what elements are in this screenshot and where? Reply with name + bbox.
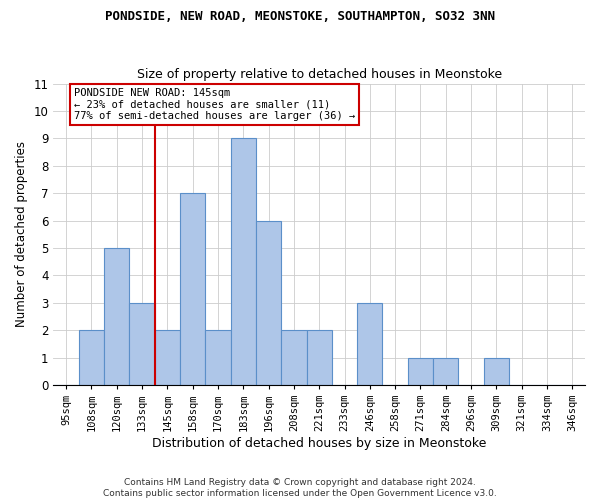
Bar [256,220,281,385]
Bar [205,330,230,385]
Bar [408,358,433,385]
Bar [230,138,256,385]
Text: PONDSIDE NEW ROAD: 145sqm
← 23% of detached houses are smaller (11)
77% of semi-: PONDSIDE NEW ROAD: 145sqm ← 23% of detac… [74,88,355,121]
Bar [104,248,130,385]
Text: PONDSIDE, NEW ROAD, MEONSTOKE, SOUTHAMPTON, SO32 3NN: PONDSIDE, NEW ROAD, MEONSTOKE, SOUTHAMPT… [105,10,495,23]
Bar [433,358,458,385]
Bar [180,193,205,385]
Bar [357,302,382,385]
Bar [130,302,155,385]
Title: Size of property relative to detached houses in Meonstoke: Size of property relative to detached ho… [137,68,502,81]
Bar [79,330,104,385]
Y-axis label: Number of detached properties: Number of detached properties [15,141,28,327]
Bar [307,330,332,385]
Bar [484,358,509,385]
Bar [155,330,180,385]
X-axis label: Distribution of detached houses by size in Meonstoke: Distribution of detached houses by size … [152,437,487,450]
Text: Contains HM Land Registry data © Crown copyright and database right 2024.
Contai: Contains HM Land Registry data © Crown c… [103,478,497,498]
Bar [281,330,307,385]
